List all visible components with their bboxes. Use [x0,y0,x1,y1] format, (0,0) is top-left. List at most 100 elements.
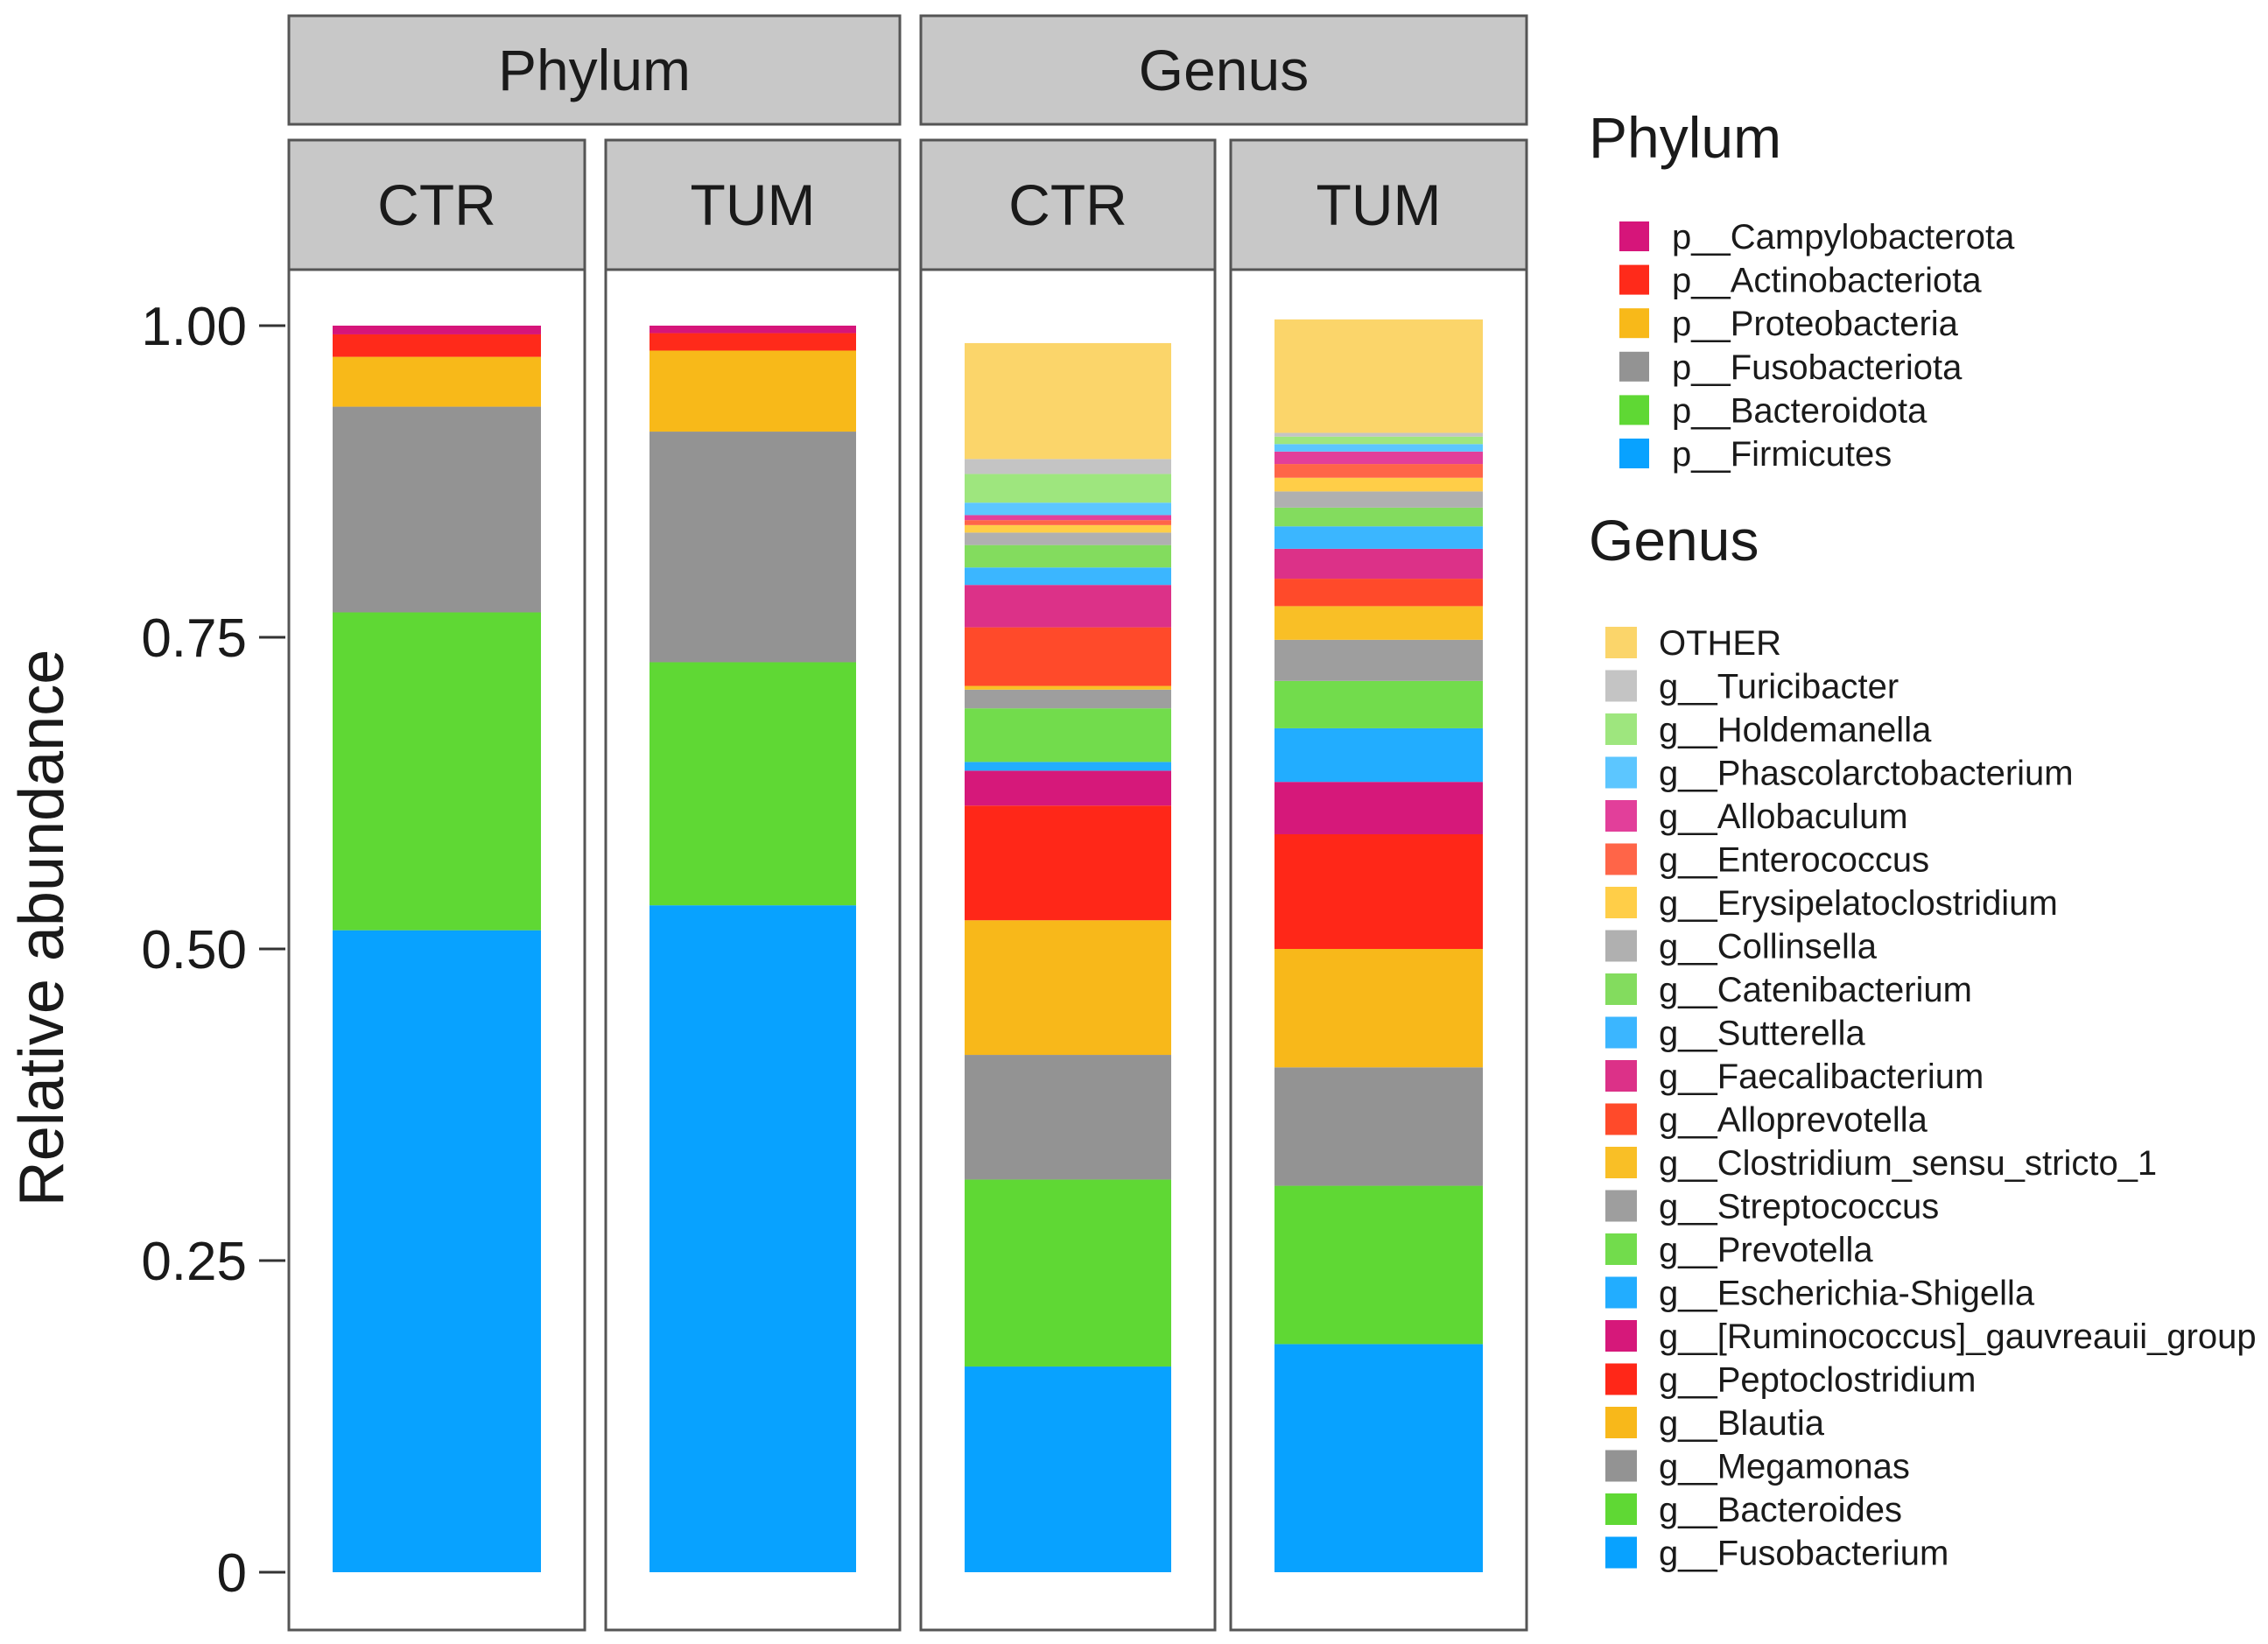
bar-segment-g-blautia [965,920,1171,1056]
legend-swatch [1605,1233,1637,1265]
legend-label: p__Proteobacteria [1672,305,1959,343]
bar-segment-g-phascolarctobacterium [1274,444,1483,452]
legend-label: g__Streptococcus [1659,1188,1939,1226]
bar-segment-p-bacteroidota [333,612,541,931]
legend-swatch [1605,1060,1637,1092]
legend-item: g__Holdemanella [1605,711,1932,749]
legend-label: g__Enterococcus [1659,841,1929,880]
legend-label: g__Catenibacterium [1659,971,1972,1009]
legend-label: g__Blautia [1659,1404,1825,1443]
bar-segment-g-escherichia-shigella [965,762,1171,771]
bar-segment-p-bacteroidota [650,662,856,906]
panel-strip-label: TUM [1317,172,1442,237]
bar-segment-g-alloprevotella [965,627,1171,686]
facet-grid: Phylum CTR TUM Genus CTR TUM [287,14,1528,1632]
bar-segment-p-fusobacteriota [333,406,541,613]
legend-swatch [1605,930,1637,962]
legend-item: g__Alloprevotella [1605,1101,1928,1140]
facet-strip-phylum [287,14,902,126]
legend-swatch [1605,670,1637,702]
legend-swatch [1605,756,1637,789]
legend-label: g__Holdemanella [1659,711,1932,749]
bar-segment-g-collinsella [965,532,1171,545]
legend-item: g__Blautia [1605,1404,1825,1443]
legend-label: g__Megamonas [1659,1448,1910,1486]
legend-swatch [1619,264,1649,295]
bar-segment-p-actinobacteriota [650,333,856,351]
legend-swatch [1619,439,1649,468]
bar-segment-p-firmicutes [333,930,541,1572]
legend-item: p__Campylobacterota [1619,218,2015,256]
y-axis: 0 0.25 0.50 0.75 1.00 [141,297,285,1604]
bar-segment-p-fusobacteriota [650,432,856,663]
panel-strip-tum [1229,138,1528,271]
facet-strip-label: Genus [1139,38,1309,102]
bar-segment-g-alloprevotella [1274,579,1483,607]
bar-segment-p-campylobacterota [333,326,541,334]
bar-segment-g-allobaculum [1274,451,1483,465]
legend-title-genus: Genus [1589,508,1759,573]
legend-swatch [1605,1276,1637,1309]
bar-segment-p-actinobacteriota [333,334,541,357]
legend-item: g__[Ruminococcus]_gauvreauii_group [1605,1317,2257,1356]
y-tick-label: 1.00 [141,297,247,357]
legend-item: p__Proteobacteria [1619,305,1959,343]
legend-item: g__Faecalibacterium [1605,1057,1984,1096]
y-tick-label: 0.50 [141,920,247,980]
legend-label: g__Phascolarctobacterium [1659,755,2074,793]
stacked-bar-phylum-ctr [333,326,541,1572]
y-tick-label: 0 [217,1543,247,1604]
legend-label: g__[Ruminococcus]_gauvreauii_group [1659,1317,2257,1356]
panel-strip-label: TUM [691,172,816,237]
legend-label: g__Collinsella [1659,928,1878,966]
legend-title-phylum: Phylum [1589,105,1781,170]
bar-segment-g-catenibacterium [965,544,1171,568]
bar-segment-g-clostridium-sensu-stricto-1 [1274,606,1483,640]
legend-label: g__Alloprevotella [1659,1101,1928,1140]
bar-segment-p-campylobacterota [650,326,856,334]
bar-segment-other [1274,319,1483,433]
legend-swatch [1605,800,1637,832]
panel-strip-ctr [919,138,1217,271]
bar-segment-g-streptococcus [1274,639,1483,681]
legend-item: g__Clostridium_sensu_stricto_1 [1605,1144,2157,1183]
legend-swatch [1605,973,1637,1005]
legend-swatch [1605,1190,1637,1222]
legend-swatch [1619,308,1649,339]
legend-swatch [1605,1493,1637,1525]
legend-item: g__Streptococcus [1605,1188,1939,1226]
legend-item: g__Megamonas [1605,1448,1910,1486]
legend-item: g__Sutterella [1605,1015,1865,1053]
legend-swatch [1605,887,1637,918]
bar-segment-g-faecalibacterium [965,585,1171,628]
bar-segment-other [965,342,1171,460]
y-tick-label: 0.25 [141,1232,247,1292]
bar-segment-g-collinsella [1274,491,1483,508]
legend-item: g__Enterococcus [1605,841,1929,880]
legend-swatch [1605,1320,1637,1352]
legend-area: Phylum p__Campylobacterota p__Actinobacter… [1589,105,2257,1573]
legend-swatch [1605,1147,1637,1178]
bar-segment-p-firmicutes [650,905,856,1572]
bar-segment-g-ruminococcus-gauvreauii-group [1274,782,1483,834]
bar-segment-g-escherichia-shigella [1274,727,1483,783]
bar-segment-g-enterococcus [965,520,1171,525]
legend-swatch [1605,1363,1637,1395]
bar-segment-p-proteobacteria [333,356,541,407]
facet-strip-genus [919,14,1528,126]
legend-label: g__Clostridium_sensu_stricto_1 [1659,1144,2157,1183]
legend-item: p__Actinobacteriota [1619,262,1982,300]
facet-strip-label: Phylum [498,38,691,102]
legend-swatch [1605,627,1637,658]
panel-strip-label: CTR [1008,172,1127,237]
stacked-bar-genus-tum [1274,319,1483,1572]
legend-item: g__Collinsella [1605,928,1878,966]
legend-swatch [1619,395,1649,425]
bar-segment-g-megamonas [1274,1067,1483,1186]
bar-segment-g-clostridium-sensu-stricto-1 [965,685,1171,690]
bar-segment-g-sutterella [965,567,1171,586]
legend-label: p__Firmicutes [1672,435,1892,474]
bar-segment-p-proteobacteria [650,350,856,432]
bar-segment-g-bacteroides [1274,1185,1483,1345]
bar-segment-g-sutterella [1274,526,1483,549]
